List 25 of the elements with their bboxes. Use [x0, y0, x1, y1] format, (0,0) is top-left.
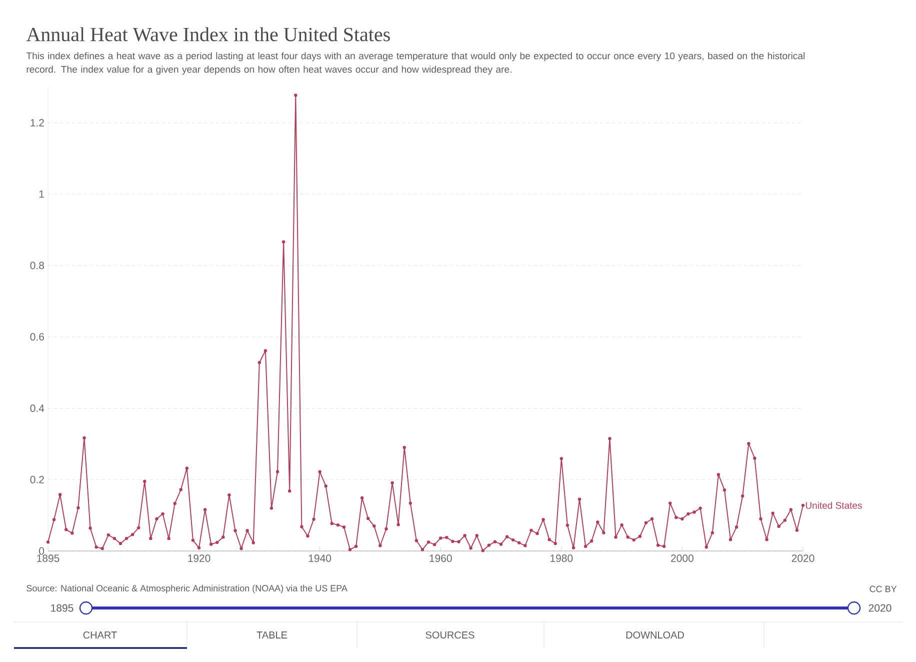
- series-label: United States: [806, 502, 862, 509]
- y-tick-label: 0.8: [30, 262, 44, 270]
- y-tick-label: 0.2: [30, 476, 44, 484]
- x-tick-label: 1895: [37, 554, 60, 562]
- text: 1895: [51, 604, 74, 612]
- y-tick-label: 0.4: [30, 404, 44, 412]
- x-tick-label: 1940: [308, 554, 332, 562]
- text: DOWNLOAD: [626, 631, 684, 639]
- chart-subtitle: This index defines a heat wave as a period lasting at least four days with an average temperature that would only be expected to occur once every 10 years, based on the historical record. The index value for a given year depends on how often heat waves occur and how widespread they are.: [26, 52, 805, 75]
- text: CC BY: [870, 586, 897, 592]
- y-tick-label: 0: [39, 547, 44, 555]
- x-tick-label: 1960: [430, 554, 452, 562]
- text: SOURCES: [426, 631, 474, 639]
- x-tick-label: 2000: [671, 554, 694, 562]
- text: TABLE: [256, 632, 288, 638]
- x-tick-label: 1920: [188, 554, 210, 562]
- y-tick-label: 1.2: [30, 119, 44, 126]
- y-tick-label: 0.6: [30, 333, 44, 341]
- x-tick-label: 1980: [550, 554, 573, 562]
- chart-title: Annual Heat Wave Index in the United States: [26, 27, 390, 42]
- text: CHART: [83, 631, 117, 639]
- y-tick-label: 1: [39, 190, 44, 198]
- source-note: Source: National Oceanic & Atmospheric Administration (NOAA) via the US EPA: [26, 584, 348, 594]
- text: 2020: [868, 604, 892, 612]
- x-tick-label: 2020: [792, 554, 814, 562]
